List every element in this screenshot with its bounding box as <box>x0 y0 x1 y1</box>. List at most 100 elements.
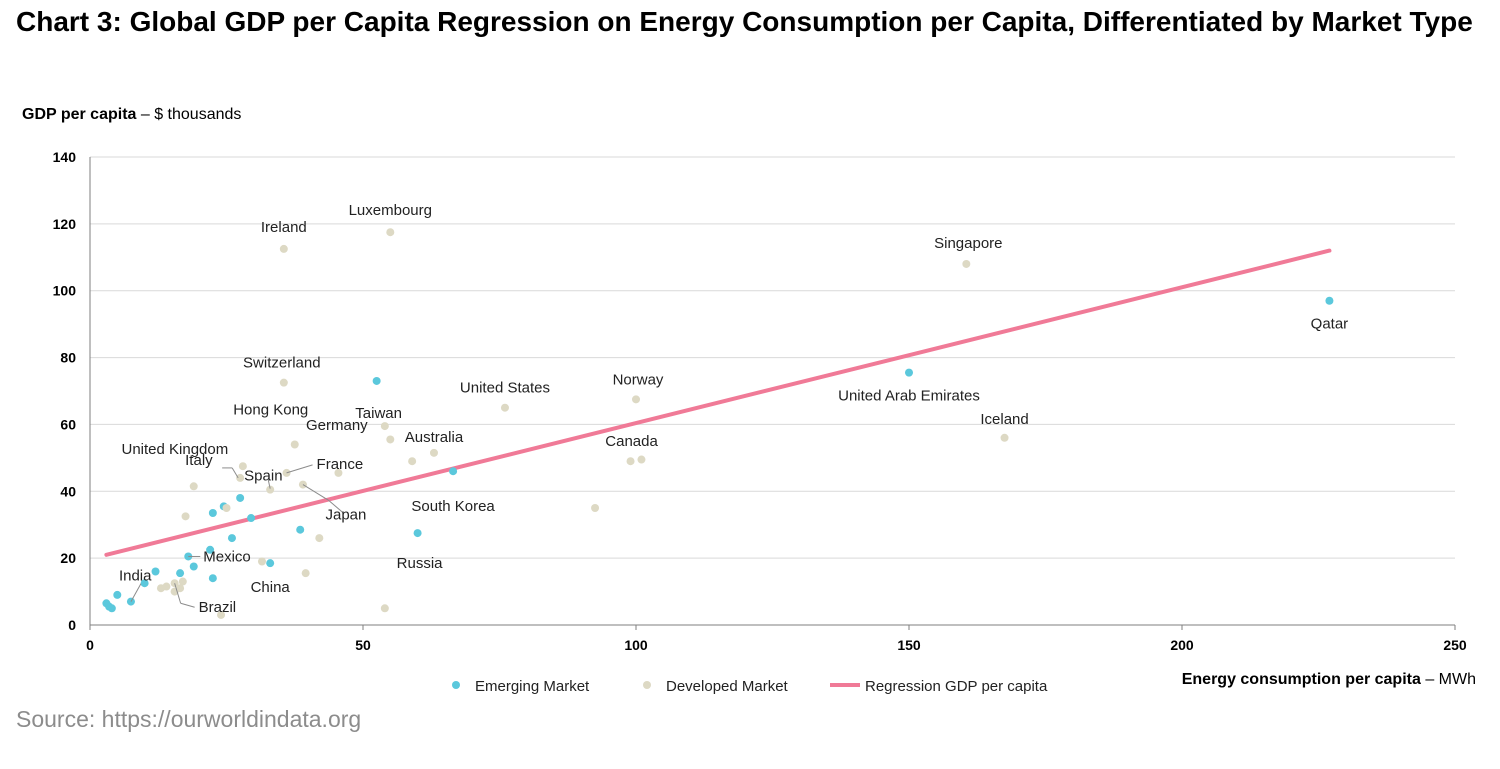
label-leader-line <box>231 467 239 479</box>
emerging-point <box>189 562 198 571</box>
y-tick-label: 20 <box>60 550 76 566</box>
y-tick-label: 120 <box>53 216 77 232</box>
emerging-point <box>413 529 422 538</box>
point-label: Iceland <box>980 411 1028 428</box>
point-label: Australia <box>405 429 464 446</box>
y-tick-label: 80 <box>60 350 76 366</box>
emerging-point <box>208 574 217 583</box>
developed-point <box>162 582 171 591</box>
point-label: Norway <box>613 371 664 388</box>
point-label: Japan <box>326 507 367 524</box>
developed-point <box>181 512 190 521</box>
chart-title: Chart 3: Global GDP per Capita Regressio… <box>16 6 1473 37</box>
x-axis-label: Energy consumption per capita – MWh <box>1182 671 1476 688</box>
developed-point <box>500 403 509 412</box>
emerging-point <box>107 604 116 613</box>
label-leader-line <box>286 464 313 474</box>
point-label: Mexico <box>203 548 251 565</box>
developed-point <box>290 440 299 449</box>
regression-line <box>104 248 1332 557</box>
point-label: Italy <box>185 452 213 469</box>
point-label: Taiwan <box>355 405 402 422</box>
data-points <box>102 228 1334 619</box>
developed-point <box>591 504 600 512</box>
label-leader-line <box>302 484 330 502</box>
point-label: Russia <box>397 555 444 572</box>
y-tick-label: 0 <box>68 617 76 633</box>
scatter-chart: 0 20 40 60 80 100 120 140 0 50 100 150 200 250 Energy … <box>53 149 1476 695</box>
developed-point <box>626 457 635 466</box>
point-label: South Korea <box>411 498 495 515</box>
legend-label: Developed Market <box>666 678 789 695</box>
developed-point <box>217 610 226 619</box>
emerging-point <box>905 368 913 377</box>
label-leader-line <box>328 500 344 513</box>
emerging-point <box>296 525 305 534</box>
developed-point <box>386 228 395 237</box>
label-leader-line <box>130 583 142 602</box>
developed-point <box>189 482 198 491</box>
developed-point <box>222 504 231 512</box>
emerging-point <box>140 579 149 588</box>
y-tick-label: 100 <box>53 283 77 299</box>
emerging-point <box>113 590 122 599</box>
legend-label: Emerging Market <box>475 678 590 695</box>
emerging-point <box>151 567 160 576</box>
legend-marker <box>643 681 651 689</box>
point-label: Hong Kong <box>233 401 308 418</box>
y-tick-label: 140 <box>53 149 77 165</box>
y-tick-label: 60 <box>60 416 76 432</box>
x-tick-label: 150 <box>897 637 921 653</box>
emerging-point <box>206 545 215 554</box>
emerging-point <box>227 534 236 543</box>
developed-point <box>266 485 275 494</box>
developed-point <box>257 557 266 566</box>
point-label: United States <box>460 380 550 397</box>
point-label: Ireland <box>261 219 307 236</box>
developed-point <box>637 455 646 464</box>
y-axis-label: GDP per capita – $ thousands <box>22 106 241 124</box>
developed-point <box>236 473 245 482</box>
point-label: Canada <box>605 433 658 450</box>
point-label: Singapore <box>934 235 1002 252</box>
legend-marker <box>452 681 460 689</box>
legend-label: Regression GDP per capita <box>865 678 1048 695</box>
developed-point <box>238 462 247 471</box>
point-label: Germany <box>306 417 368 434</box>
developed-point <box>176 584 185 593</box>
developed-point <box>380 604 389 613</box>
point-label: India <box>119 568 152 585</box>
developed-point <box>962 259 971 268</box>
legend: Emerging Market Developed Market Regressio… <box>452 678 1048 695</box>
emerging-point <box>247 514 256 523</box>
emerging-point <box>236 493 245 502</box>
y-tick-label: 40 <box>60 483 76 499</box>
label-leader-line <box>174 583 182 604</box>
point-label: United Kingdom <box>122 441 229 458</box>
developed-point <box>279 244 288 253</box>
point-label: Switzerland <box>243 355 321 372</box>
emerging-point <box>266 559 275 568</box>
label-leader-line <box>267 479 271 489</box>
developed-point <box>279 378 288 387</box>
emerging-point <box>208 509 217 518</box>
source-note: Source: https://ourworldindata.org <box>16 706 362 732</box>
x-axis-label-unit: – MWh <box>1421 671 1476 688</box>
point-label: France <box>317 456 364 473</box>
grid <box>90 156 1455 559</box>
x-tick-label: 0 <box>86 637 94 653</box>
x-tick-label: 200 <box>1170 637 1194 653</box>
point-label: United Arab Emirates <box>838 388 980 405</box>
emerging-point <box>372 376 381 385</box>
developed-point <box>315 534 324 543</box>
developed-point <box>380 422 389 431</box>
x-axis-label-main: Energy consumption per capita <box>1182 671 1421 688</box>
developed-point <box>334 468 343 477</box>
emerging-point <box>449 467 458 476</box>
emerging-point <box>176 569 185 578</box>
label-leader-line <box>180 602 195 608</box>
point-labels: Qatar United Arab Emirates Taiwan South Kor… <box>119 202 1348 616</box>
developed-point <box>386 435 395 444</box>
developed-point <box>429 448 438 457</box>
point-label: Brazil <box>199 599 237 616</box>
